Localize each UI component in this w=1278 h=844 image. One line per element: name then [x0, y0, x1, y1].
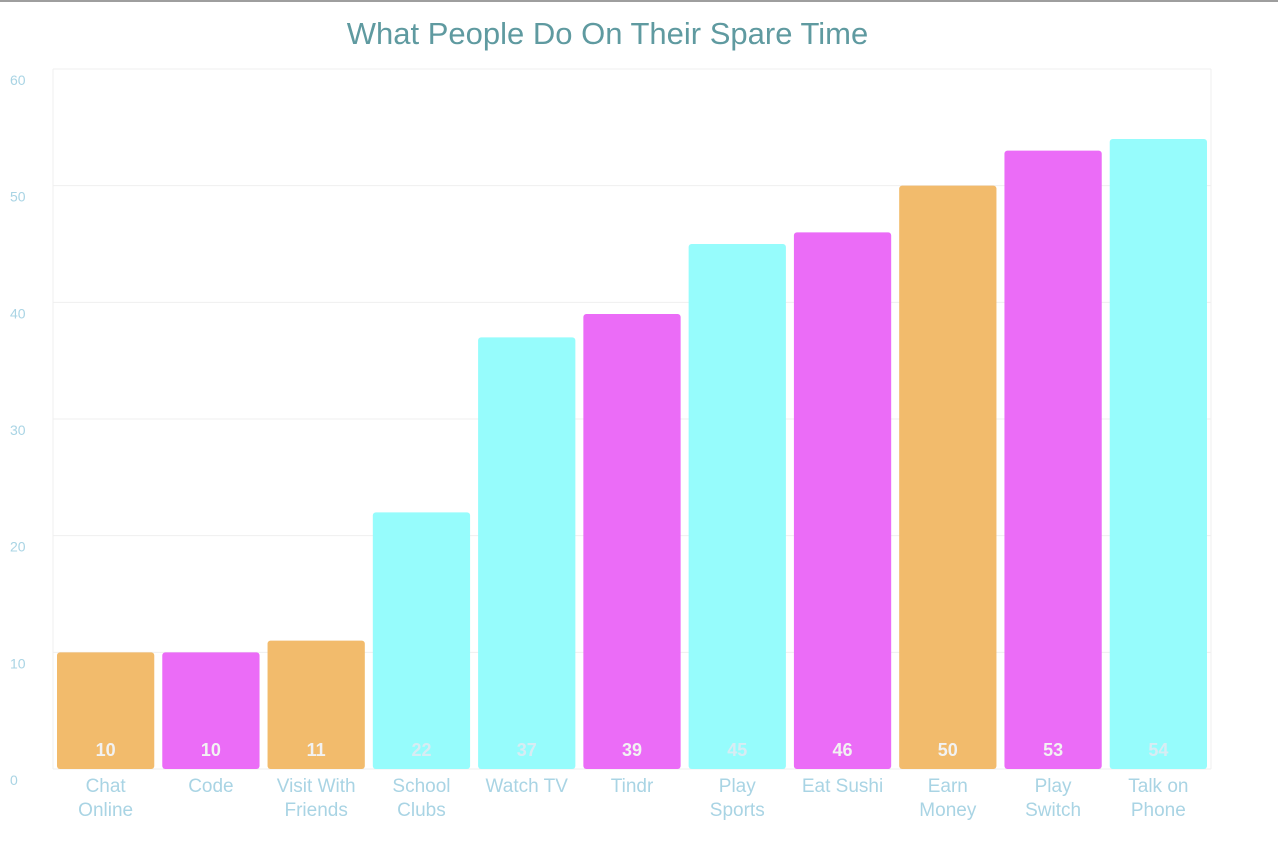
x-tick-label: Tindr	[611, 776, 654, 797]
x-tick-label: Play Sports	[710, 776, 765, 821]
x-tick-label-line: Talk on	[1128, 776, 1188, 797]
bar	[372, 512, 471, 769]
x-tick-label-line: Online	[78, 800, 133, 821]
y-axis-ticks: 0 10 20 30 40 50 60	[10, 72, 26, 788]
bar-value-label: 22	[411, 740, 431, 760]
y-tick-label: 60	[10, 72, 26, 88]
bar	[688, 244, 786, 769]
bar	[793, 232, 892, 770]
x-tick-label-line: Play	[719, 776, 756, 797]
x-tick-label-line: School	[392, 776, 450, 797]
y-tick-label: 40	[10, 305, 26, 321]
bar-value-label: 11	[307, 740, 326, 760]
bar-value-label: 46	[833, 740, 853, 760]
y-tick-label: 10	[10, 655, 26, 671]
x-tick-label-line: Visit With	[277, 776, 356, 797]
bar	[478, 337, 576, 769]
x-tick-label-line: Eat Sushi	[802, 776, 883, 797]
y-tick-label: 20	[10, 539, 26, 555]
y-tick-label: 0	[10, 772, 18, 788]
y-tick-label: 30	[10, 422, 26, 438]
bar-value-label: 10	[201, 740, 221, 760]
bar	[1004, 150, 1102, 769]
chart-title: What People Do On Their Spare Time	[346, 16, 869, 51]
x-tick-label-line: Friends	[285, 800, 348, 821]
x-tick-label: Eat Sushi	[802, 776, 883, 797]
bar-value-label: 54	[1148, 740, 1168, 760]
bar-value-label: 10	[96, 740, 116, 760]
bar	[267, 640, 365, 769]
x-tick-label-line: Tindr	[611, 776, 654, 797]
bars	[57, 139, 1207, 770]
bar	[583, 314, 681, 769]
data-labels: 10 10 11 22 37 39 45 46 50 53 54	[96, 740, 1169, 760]
bar	[57, 652, 155, 769]
x-tick-label-line: Phone	[1131, 800, 1186, 821]
y-tick-label: 50	[10, 189, 26, 205]
x-tick-label: Watch TV	[486, 776, 569, 797]
x-tick-label: Chat Online	[78, 776, 133, 821]
x-tick-label-line: Sports	[710, 800, 765, 821]
x-tick-label-line: Clubs	[397, 800, 446, 821]
x-tick-label-line: Switch	[1025, 800, 1081, 821]
bar-value-label: 37	[517, 740, 537, 760]
window-top-border	[0, 0, 1278, 2]
x-tick-label-line: Code	[188, 776, 233, 797]
x-tick-label: Visit With Friends	[277, 776, 356, 821]
bar-value-label: 45	[727, 740, 747, 760]
x-tick-label: Code	[188, 776, 233, 797]
x-tick-label: Talk on Phone	[1128, 776, 1188, 821]
bar-value-label: 50	[938, 740, 958, 760]
x-tick-label-line: Money	[919, 800, 977, 821]
bar-value-label: 53	[1043, 740, 1063, 760]
x-tick-label-line: Earn	[928, 776, 968, 797]
x-tick-label: Earn Money	[919, 776, 977, 821]
x-tick-label-line: Watch TV	[486, 776, 569, 797]
x-axis-ticks: Chat Online Code Visit With Friends School Clu…	[78, 776, 1188, 821]
x-tick-label: School Clubs	[392, 776, 450, 821]
bar	[899, 185, 997, 769]
x-tick-label: Play Switch	[1025, 776, 1081, 821]
x-tick-label-line: Play	[1035, 776, 1072, 797]
bar	[1109, 139, 1207, 769]
bar	[162, 652, 260, 769]
bar-value-label: 39	[622, 740, 642, 760]
x-tick-label-line: Chat	[86, 776, 127, 797]
